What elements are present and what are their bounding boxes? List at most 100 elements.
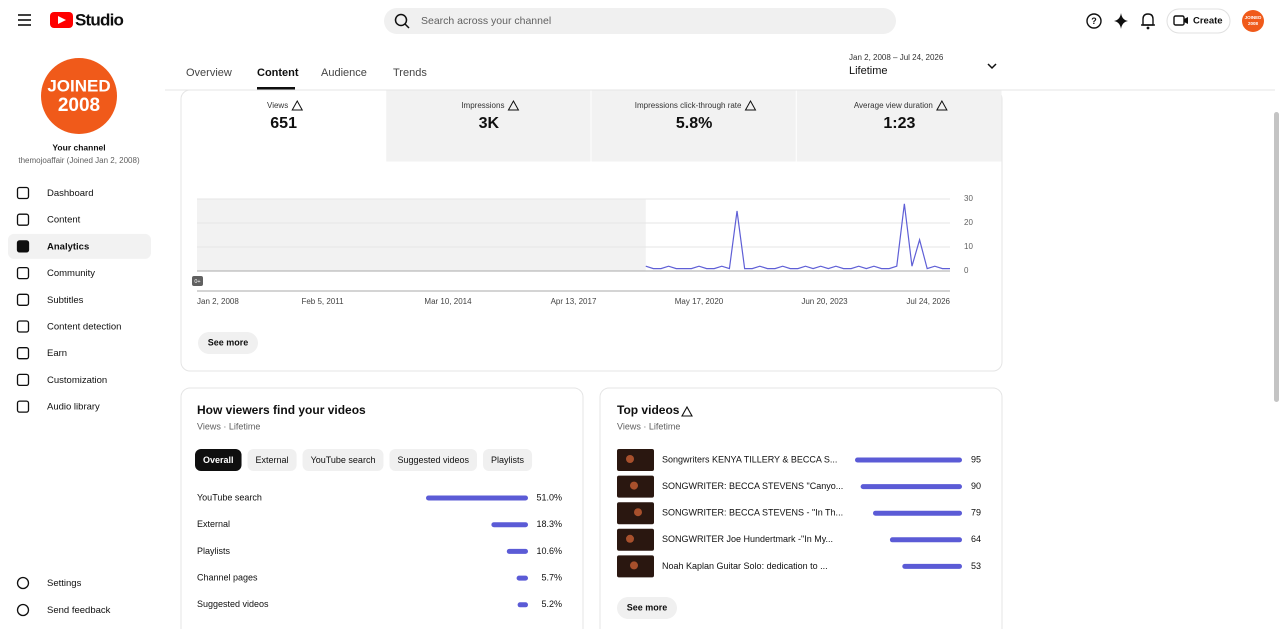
notifications-button[interactable] (1141, 13, 1155, 30)
filter-chip[interactable]: Suggested videos (389, 449, 478, 471)
nav-label: Send feedback (47, 605, 111, 616)
source-value: 10.6% (536, 546, 562, 556)
date-range-text: Jan 2, 2008 – Jul 24, 2026 (849, 53, 944, 62)
video-row[interactable]: Noah Kaplan Guitar Solo: dedication to .… (617, 555, 981, 578)
metric-tile[interactable]: Views 651 (267, 99, 304, 132)
filter-chip[interactable]: Playlists (483, 449, 533, 471)
avatar-line: JOINED (1245, 15, 1263, 20)
nav-item[interactable]: Settings (16, 576, 82, 590)
menu-button[interactable] (18, 14, 31, 26)
warning-icon (291, 99, 304, 111)
metric-label: Average view duration (854, 101, 933, 110)
thumbnail-highlight (634, 508, 642, 517)
search-box[interactable]: Search across your channel (384, 8, 896, 34)
video-thumbnail (617, 449, 654, 471)
nav-label: Content detection (47, 322, 121, 333)
video-bar (873, 510, 962, 516)
chart-badge[interactable]: 0+ (192, 276, 203, 286)
help-button[interactable]: ? (1086, 13, 1102, 29)
card-subtitle: Views · Lifetime (197, 421, 260, 431)
y-tick-label: 10 (964, 242, 973, 251)
filter-chip[interactable]: External (247, 449, 297, 471)
x-tick-label: Mar 10, 2014 (424, 297, 472, 306)
warning-icon (507, 99, 520, 111)
tab[interactable]: Overview (186, 67, 232, 79)
logo[interactable]: Studio (50, 10, 124, 29)
nav-item[interactable]: Analytics (8, 233, 151, 259)
warning-icon (936, 99, 948, 111)
video-views: 95 (971, 454, 981, 464)
nav-item[interactable]: Send feedback (16, 603, 111, 617)
y-tick-label: 30 (964, 194, 973, 203)
video-row[interactable]: SONGWRITER: BECCA STEVENS - "In Th... 79 (617, 502, 981, 525)
nav-label: Customization (47, 375, 107, 386)
video-row[interactable]: SONGWRITER Joe Hundertmark -"In My... 64 (617, 528, 981, 551)
button-label: See more (208, 337, 249, 347)
chip-bg (389, 449, 478, 471)
warning-icon (681, 405, 693, 417)
tab[interactable]: Content (257, 67, 299, 90)
filter-chip[interactable]: YouTube search (302, 449, 384, 471)
channel-avatar[interactable]: JOINED 2008 (41, 58, 117, 134)
nav-item[interactable]: Dashboard (16, 186, 94, 200)
chip-bg (483, 449, 533, 471)
nav-icon (16, 603, 30, 617)
avatar-line: 2008 (1248, 21, 1259, 26)
video-row[interactable]: Songwriters KENYA TILLERY & BECCA S... 95 (617, 449, 981, 471)
source-label: External (197, 519, 230, 529)
nav-item[interactable]: Community (16, 266, 96, 280)
source-label: Suggested videos (197, 599, 269, 609)
date-range[interactable]: Jan 2, 2008 – Jul 24, 2026 Lifetime (849, 53, 997, 77)
metric-tile[interactable]: Impressions 3K (386, 90, 591, 162)
metric-value: 5.8% (676, 115, 712, 132)
traffic-card (180, 387, 584, 629)
video-row[interactable]: SONGWRITER: BECCA STEVENS "Canyo... 90 (617, 475, 981, 498)
metric-tile[interactable]: Average view duration 1:23 (796, 90, 1002, 162)
nav-icon (16, 293, 30, 306)
sparkle-button[interactable] (1114, 13, 1128, 29)
see-more-button[interactable]: See more (198, 332, 258, 354)
video-title: SONGWRITER Joe Hundertmark -"In My... (662, 534, 833, 544)
source-label: Playlists (197, 546, 231, 556)
nav-item[interactable]: Customization (16, 373, 108, 387)
your-channel: Your channel (52, 142, 105, 152)
thumbnail-highlight (630, 481, 638, 490)
card-title: How viewers find your videos (197, 403, 366, 417)
source-value: 5.2% (541, 599, 562, 609)
nav-icon (16, 400, 30, 413)
nav-label: Earn (47, 348, 67, 359)
scrollbar[interactable] (1274, 112, 1279, 402)
video-title: SONGWRITER: BECCA STEVENS "Canyo... (662, 481, 843, 491)
video-bar (889, 537, 962, 543)
video-views: 53 (971, 561, 981, 571)
filter-chip[interactable]: Overall (195, 449, 242, 471)
source-bar (517, 602, 528, 608)
thumbnail-highlight (626, 455, 634, 463)
source-bar (491, 522, 528, 528)
chip-bg (195, 449, 242, 471)
metric-tile[interactable]: Impressions click-through rate 5.8% (591, 90, 796, 162)
chip-label: Playlists (491, 455, 525, 465)
nav-item[interactable]: Subtitles (16, 293, 84, 306)
nav-item[interactable]: Content detection (16, 320, 122, 333)
metric-value: 651 (270, 115, 297, 132)
top-videos-card (599, 387, 1003, 629)
nav-icon (16, 266, 30, 280)
nav-icon (16, 186, 30, 200)
account-avatar[interactable]: JOINED 2008 (1242, 10, 1264, 32)
nav-label: Subtitles (47, 295, 84, 306)
nav-item[interactable]: Earn (16, 347, 68, 360)
tab[interactable]: Audience (321, 67, 367, 79)
create-button[interactable]: Create (1166, 8, 1231, 34)
see-more-button[interactable]: See more (617, 597, 677, 619)
tab-label: Overview (186, 67, 232, 79)
nav-item[interactable]: Audio library (16, 400, 101, 413)
nav-label: Analytics (47, 241, 89, 252)
views-chart: 0 10 20 30 0+ Jan 2, 2008 Feb 5, 2011 Mar 10, 2… (192, 194, 973, 306)
tabs: Overview Content Audience Trends (186, 67, 427, 90)
nav-item[interactable]: Content (16, 213, 81, 226)
nav-active-bg (8, 233, 151, 259)
tab[interactable]: Trends (393, 67, 427, 79)
create-label: Create (1193, 16, 1223, 27)
